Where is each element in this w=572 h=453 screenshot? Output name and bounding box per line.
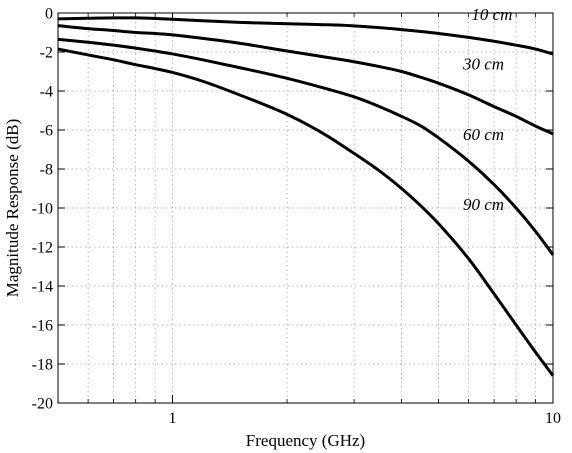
y-tick-label: -6 — [40, 123, 53, 140]
y-tick-label: -2 — [40, 45, 53, 62]
y-tick-label: -14 — [32, 279, 53, 296]
series-line-3 — [57, 37, 555, 256]
series-annotation-1: 10 cm — [471, 5, 512, 24]
y-axis-label: Magnitude Response (dB) — [3, 119, 22, 297]
axis-ticks: 0 -2 -4 -6 -8 -10 -12 -14 -16 -18 -20 1 10 — [32, 6, 561, 428]
y-tick-label: -18 — [32, 357, 53, 374]
y-tick-label: -4 — [40, 84, 53, 101]
y-tick-label: -8 — [40, 162, 53, 179]
y-tick-label: -20 — [32, 396, 53, 413]
series-annotations: 10 cm 30 cm 60 cm 90 cm — [462, 5, 512, 214]
y-tick-label: -12 — [32, 240, 53, 257]
series-annotation-4: 90 cm — [463, 195, 504, 214]
grid-lines — [58, 13, 553, 403]
series-line-2 — [57, 24, 554, 136]
series-line-1 — [57, 16, 554, 56]
series-lines — [57, 16, 555, 377]
y-tick-label: 0 — [45, 6, 53, 23]
series-annotation-2: 30 cm — [462, 55, 504, 74]
x-tick-label: 1 — [169, 410, 177, 427]
series-line-4 — [57, 47, 555, 377]
y-tick-label: -16 — [32, 318, 53, 335]
y-tick-label: -10 — [32, 201, 53, 218]
series-annotation-3: 60 cm — [463, 125, 504, 144]
x-tick-label: 10 — [545, 410, 561, 427]
x-axis-label: Frequency (GHz) — [246, 431, 365, 450]
